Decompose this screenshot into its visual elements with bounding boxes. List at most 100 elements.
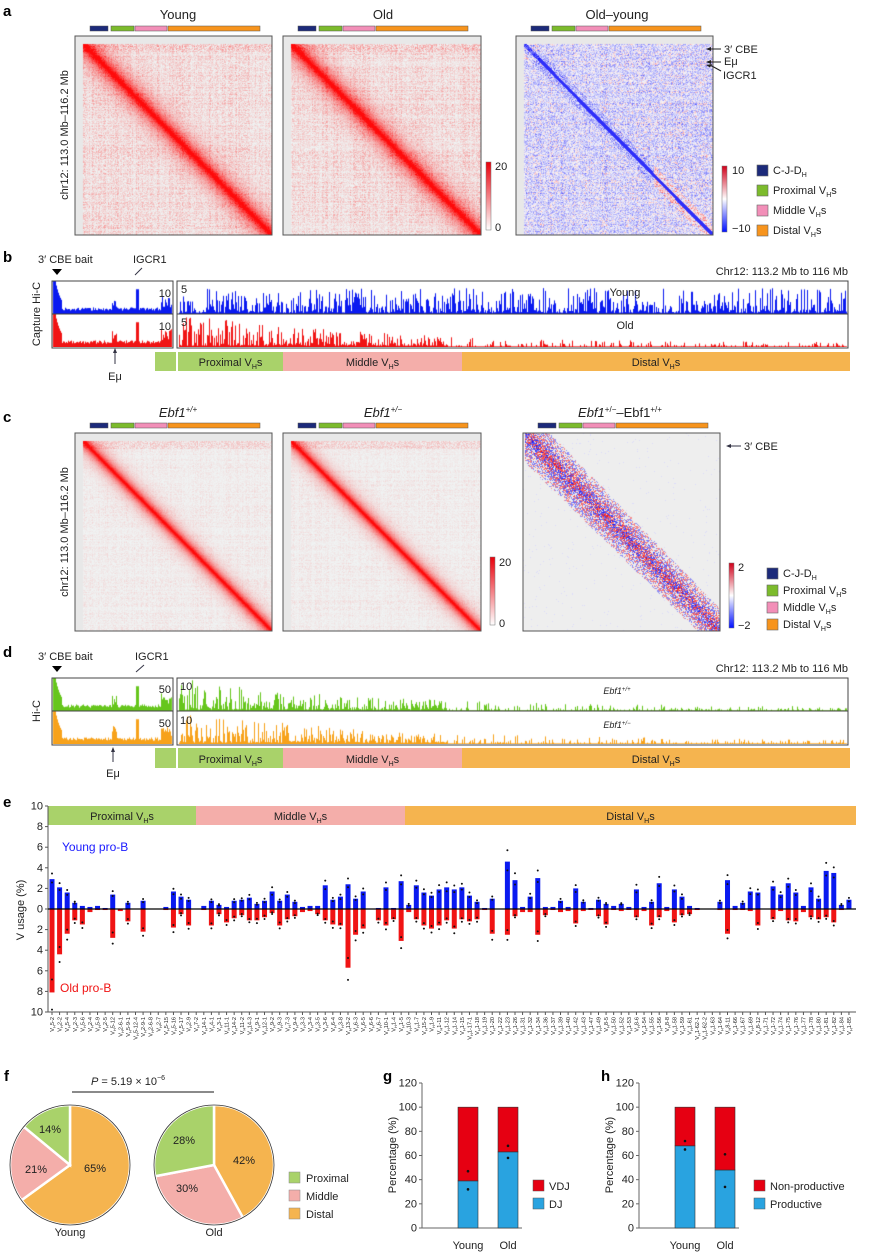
x-tick-label: VH8-12 <box>756 1017 763 1035</box>
x-tick-label: VH2-6-1 <box>118 1017 125 1037</box>
replicate-point <box>825 874 828 877</box>
bar-old <box>49 909 55 993</box>
replicate-point <box>293 902 296 905</box>
panel-b: b 3′ CBE bait IGCR1 Chr12: 113.2 Mb to 1… <box>3 249 850 383</box>
heatmap-ebf1-wt <box>75 433 272 631</box>
x-tick-label: VH2-6-8 <box>149 1017 156 1037</box>
replicate-point <box>832 920 835 923</box>
track-scale: 5 <box>181 284 187 296</box>
proximal-segment <box>318 25 343 32</box>
x-tick-label: VH1-9 <box>430 1017 437 1032</box>
bar-young <box>277 900 283 909</box>
x-tick-label: VH1-85 <box>847 1017 854 1035</box>
x-tick-label: VH1-12 <box>445 1017 452 1035</box>
x-tick-label: VH1-47 <box>589 1017 596 1035</box>
bar-old <box>383 909 389 926</box>
bar-young <box>717 901 723 909</box>
replicate-point <box>392 920 395 923</box>
replicate-point <box>817 899 820 902</box>
x-tick-label: VH1-20 <box>490 1017 497 1035</box>
replicate-point <box>51 1008 53 1011</box>
replicate-point <box>293 914 296 917</box>
x-tick-label: VH1-4 <box>392 1017 399 1032</box>
replicate-point <box>544 913 547 916</box>
bar-old <box>527 909 533 913</box>
cjdh-segment <box>297 422 317 429</box>
bar-young <box>322 885 328 909</box>
track-young <box>52 281 848 314</box>
x-tick-label: VH1-22 <box>498 1017 505 1035</box>
bar-young <box>550 906 556 909</box>
replicate-point <box>688 914 691 917</box>
replicate-point <box>73 917 76 920</box>
region-distal <box>462 748 850 768</box>
replicate-point <box>377 921 380 924</box>
pie-name-old: Old <box>205 1227 222 1239</box>
x-tick-label: VH1-74 <box>779 1017 786 1035</box>
bar-old <box>656 909 662 918</box>
replicate-point <box>506 849 509 852</box>
bar-young <box>823 870 829 909</box>
x-tick-label: VH1-62-1 <box>695 1017 702 1040</box>
y-tick-label: 2 <box>37 883 43 895</box>
x-tick-label: VH5-16 <box>171 1017 178 1035</box>
bar-old <box>246 909 252 921</box>
replicate-point <box>354 939 357 942</box>
replicate-point <box>683 1139 687 1143</box>
bar-old <box>800 909 806 913</box>
pie-outline <box>9 1104 131 1226</box>
panel-label-b: b <box>3 249 12 266</box>
legend-swatch <box>753 1179 766 1192</box>
heatmap-frame <box>515 35 714 236</box>
bar-young <box>778 894 784 909</box>
legend-item: DJ <box>549 1199 562 1211</box>
replicate-point <box>726 883 729 886</box>
replicate-point <box>362 931 365 934</box>
bar-young <box>337 896 343 909</box>
legend-item: VDJ <box>549 1181 570 1193</box>
bar-young <box>527 896 533 909</box>
replicate-point <box>248 898 251 901</box>
replicate-point <box>415 917 418 920</box>
replicate-point <box>597 914 600 917</box>
replicate-point <box>255 917 258 920</box>
annotation-3cbe: 3′ CBE <box>706 44 758 56</box>
bar-young <box>444 887 450 909</box>
replicate-point <box>605 921 608 924</box>
replicate-point <box>255 903 258 906</box>
bar-young <box>72 902 78 909</box>
x-tick-label: VH1-40 <box>566 1017 573 1035</box>
x-tick-label: VH6-7 <box>376 1017 383 1032</box>
replicate-point <box>680 897 683 900</box>
bar-young <box>656 883 662 909</box>
x-tick-label: VH7-2 <box>194 1017 201 1032</box>
x-tick-label: VH10-1 <box>384 1017 391 1035</box>
replicate-point <box>582 899 585 902</box>
replicate-point <box>445 921 448 924</box>
bar-old <box>269 909 275 914</box>
replicate-point <box>726 874 729 877</box>
pie-label: 65% <box>84 1163 106 1175</box>
igcr1-arrow-icon <box>134 267 143 276</box>
x-tick-label: VH1-11 <box>437 1017 444 1034</box>
replicate-point <box>840 904 843 907</box>
emu-label: Eμ <box>108 371 122 383</box>
bar-old <box>466 909 472 922</box>
replicate-point <box>536 939 539 942</box>
replicate-point <box>172 924 175 927</box>
replicate-point <box>794 917 797 920</box>
track-name-old: Old <box>616 320 633 332</box>
x-tick-label: VH1-58 <box>672 1017 679 1035</box>
y-axis-label: Percentage (%) <box>387 1117 399 1193</box>
middle-segment <box>582 422 616 429</box>
y-axis-label: Capture Hi-C <box>31 282 43 346</box>
x-tick-label: VH3-8 <box>338 1017 345 1032</box>
replicate-point <box>445 917 448 920</box>
bar-young <box>216 904 222 909</box>
legend-swatch <box>766 584 779 597</box>
replicate-point <box>354 895 357 898</box>
y-tick-label: 6 <box>37 965 43 977</box>
replicate-point <box>377 917 380 920</box>
x-tick-label: VH2-5 <box>103 1017 110 1032</box>
replicate-point <box>263 918 266 921</box>
